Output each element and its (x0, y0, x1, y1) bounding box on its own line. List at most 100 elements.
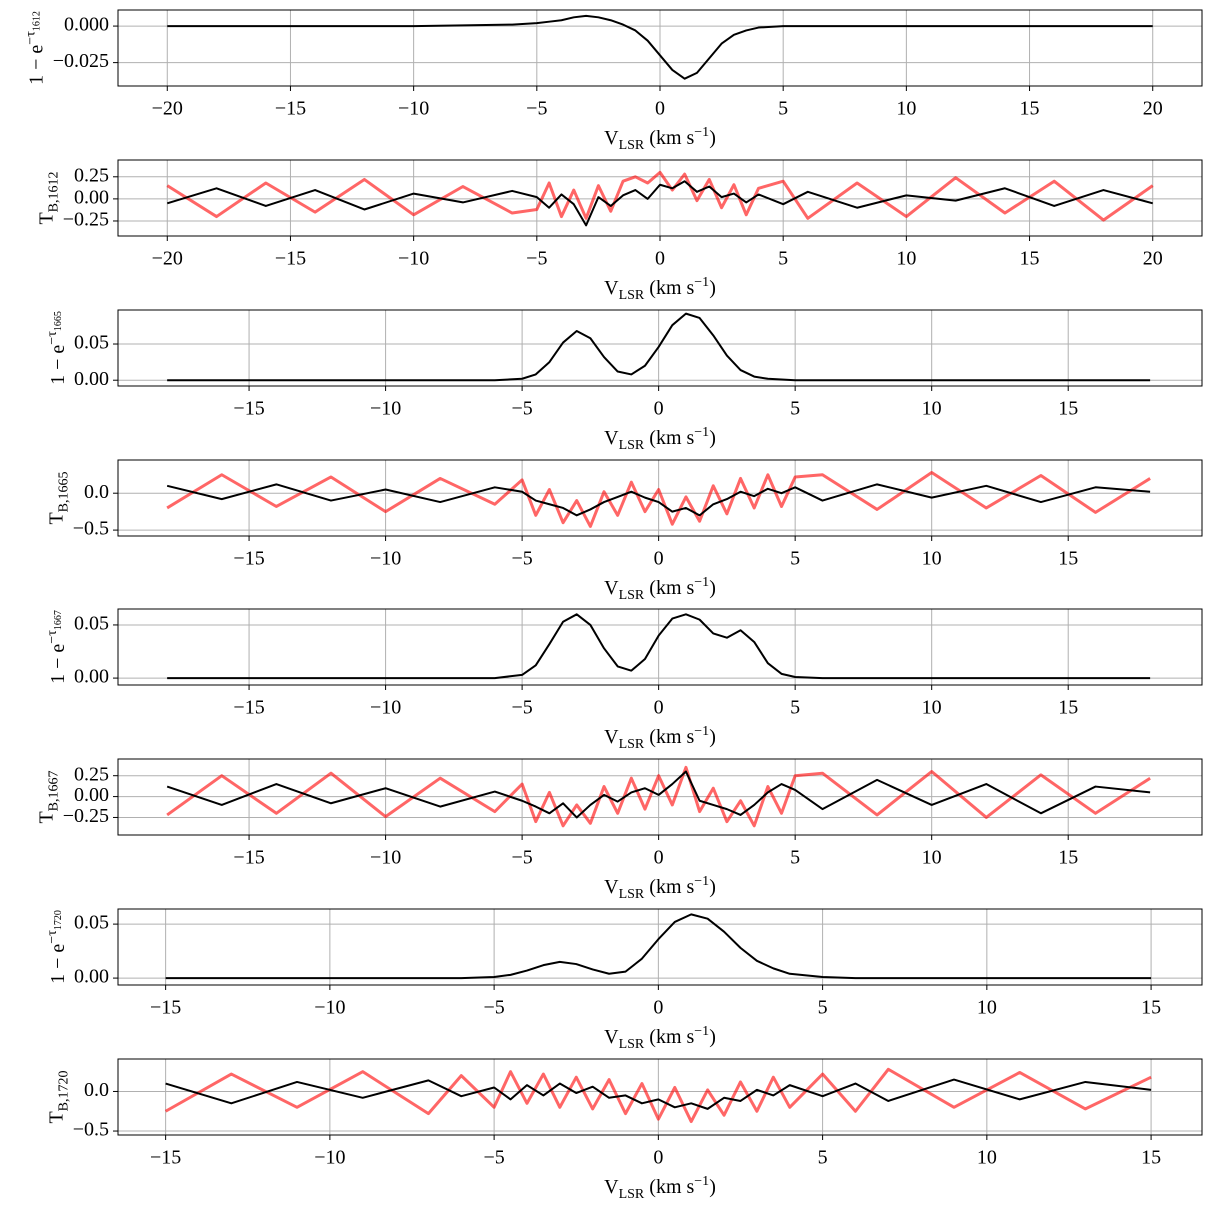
y-tick-label: −0.5 (73, 1119, 109, 1141)
label-part: ) (709, 277, 716, 299)
label-part: −1 (694, 575, 709, 590)
series-line (166, 765, 1151, 828)
x-tick-label: −5 (511, 847, 532, 869)
x-axis-label: VLSR (km s−1) (604, 874, 716, 902)
y-axis-label: 1 − e−τ1720 (45, 910, 69, 984)
label-part: ) (709, 127, 716, 149)
y-tick-label: 0.05 (74, 332, 109, 354)
label-part: LSR (619, 588, 645, 603)
x-tick-label: 5 (790, 548, 800, 570)
x-axis-label: VLSR (km s−1) (604, 724, 716, 752)
x-tick-label: 0 (654, 548, 664, 570)
label-part: B,1720 (57, 1070, 72, 1111)
y-tick-label: 0.00 (74, 784, 109, 806)
x-tick-label: 10 (977, 997, 997, 1019)
label-part: ) (709, 1026, 716, 1048)
x-tick-label: −5 (483, 1147, 504, 1169)
axes-frame (117, 1058, 1203, 1136)
label-part: (km s (644, 127, 694, 149)
x-axis-label: VLSR (km s−1) (604, 275, 716, 303)
x-tick-label: 10 (977, 1147, 997, 1169)
subplot: −15 −10 −5 0 5 10 15 −0.5 0.0 VLSR (km s−1) TB,172… (46, 1058, 1203, 1202)
x-tick-label: −15 (233, 697, 264, 719)
label-part: ) (709, 577, 716, 599)
y-tick-label: 0.00 (74, 186, 109, 208)
subplot: −15 −10 −5 0 5 10 15 0.00 0.05 VLSR (km s−1) 1 − e… (45, 608, 1203, 752)
x-tick-label: 10 (922, 847, 942, 869)
series-line (166, 483, 1151, 517)
label-part: B,1665 (57, 471, 72, 512)
label-part: 1 − e (26, 45, 48, 85)
x-axis-label: VLSR (km s−1) (604, 425, 716, 453)
y-tick-label: 0.00 (74, 666, 109, 688)
subplot: −15 −10 −5 0 5 10 15 0.00 0.05 VLSR (km s−1) 1 − e… (45, 309, 1203, 453)
x-tick-label: −5 (511, 697, 532, 719)
y-tick-label: 0.25 (74, 763, 109, 785)
x-tick-label: 10 (922, 697, 942, 719)
axes-frame (117, 459, 1203, 537)
label-part: V (604, 876, 619, 898)
x-tick-label: 5 (778, 248, 788, 270)
x-tick-label: 10 (896, 248, 916, 270)
x-tick-label: 0 (654, 697, 664, 719)
x-axis-label: VLSR (km s−1) (604, 125, 716, 153)
y-axis-label: TB,1665 (46, 471, 72, 524)
x-tick-label: −5 (511, 398, 532, 420)
y-axis-label: 1 − e−τ1612 (24, 11, 48, 85)
x-tick-label: 5 (778, 98, 788, 120)
x-tick-label: −15 (150, 997, 181, 1019)
x-tick-label: −5 (526, 248, 547, 270)
x-tick-label: −10 (370, 548, 401, 570)
label-part: ) (709, 1176, 716, 1198)
label-part: B,1612 (47, 171, 62, 212)
label-part: LSR (619, 138, 645, 153)
x-tick-label: 0 (653, 1147, 663, 1169)
subplot: −15 −10 −5 0 5 10 15 −0.250.000.25 VLSR (km s−1)… (36, 758, 1203, 902)
label-part: T (46, 1111, 68, 1123)
axes-frame (117, 908, 1203, 986)
x-tick-label: 5 (818, 1147, 828, 1169)
series-line (167, 312, 1151, 382)
label-part: T (36, 811, 58, 823)
x-tick-label: 15 (1020, 248, 1040, 270)
x-tick-label: 10 (922, 398, 942, 420)
label-part: ) (709, 427, 716, 449)
y-tick-label: −0.025 (53, 50, 109, 72)
x-tick-label: −10 (370, 398, 401, 420)
subplot: −15 −10 −5 0 5 10 15 0.00 0.05 VLSR (km s−1) 1 − e… (45, 908, 1203, 1052)
x-tick-label: −15 (275, 248, 306, 270)
label-part: 1 − e (47, 644, 69, 684)
label-part: B,1667 (47, 770, 62, 811)
x-tick-label: 20 (1143, 248, 1163, 270)
axes-frame (117, 608, 1203, 686)
x-tick-label: 5 (790, 398, 800, 420)
x-tick-label: −20 (152, 248, 183, 270)
subplot: −20 −15 −10 −5 0 5 10 15 20 −0.250.000.25 VLSR (km… (36, 159, 1203, 303)
x-tick-label: −15 (150, 1147, 181, 1169)
x-tick-label: −10 (370, 847, 401, 869)
label-part: −τ (24, 31, 39, 45)
label-part: V (604, 277, 619, 299)
label-part: V (604, 127, 619, 149)
label-part: −1 (694, 425, 709, 440)
subplot: −20 −15 −10 −5 0 5 10 15 20 −0.025 0.000 VLSR (km s… (24, 9, 1203, 153)
label-part: T (46, 512, 68, 524)
label-part: LSR (619, 887, 645, 902)
series-line (167, 613, 1151, 680)
x-tick-label: 15 (1058, 548, 1078, 570)
y-axis-label: 1 − e−τ1667 (45, 610, 69, 684)
y-axis-label: TB,1612 (36, 171, 62, 224)
y-tick-label: 0.05 (74, 912, 109, 934)
x-tick-label: 0 (654, 398, 664, 420)
label-part: 1612 (32, 11, 43, 31)
y-tick-label: 0.00 (74, 966, 109, 988)
label-part: (km s (644, 427, 694, 449)
x-tick-label: 0 (655, 98, 665, 120)
label-part: LSR (619, 288, 645, 303)
label-part: T (36, 212, 58, 224)
label-part: −τ (45, 630, 60, 644)
x-tick-label: 0 (654, 847, 664, 869)
label-part: LSR (619, 1037, 645, 1052)
label-part: V (604, 577, 619, 599)
